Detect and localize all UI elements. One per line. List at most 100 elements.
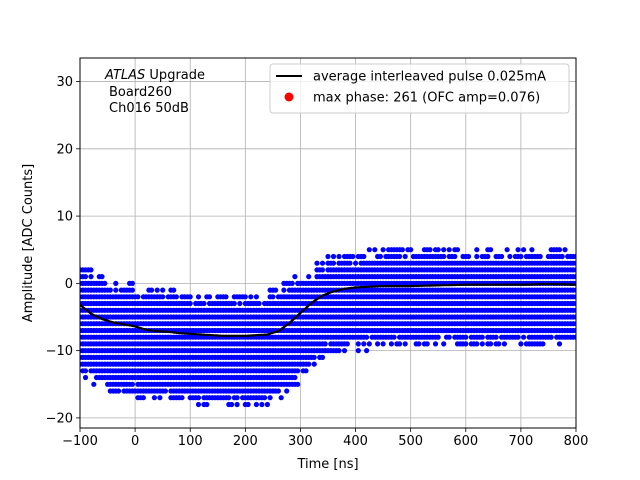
sample-point xyxy=(129,287,135,293)
x-tick-label: 100 xyxy=(178,434,203,449)
sample-point xyxy=(347,260,353,266)
sample-point xyxy=(380,247,386,253)
sample-point xyxy=(336,253,342,260)
sample-point xyxy=(226,395,232,401)
x-tick-label: 300 xyxy=(288,434,313,449)
sample-point xyxy=(113,287,119,293)
sample-point xyxy=(135,294,141,300)
sample-point xyxy=(88,274,94,280)
sample-point xyxy=(149,287,155,293)
legend-box xyxy=(269,63,570,114)
sample-point xyxy=(518,253,524,260)
sample-point xyxy=(355,341,361,347)
board-label: Board260 xyxy=(109,85,172,100)
sample-point xyxy=(330,253,337,260)
x-tick-label: −100 xyxy=(62,434,98,449)
sample-point xyxy=(518,341,524,347)
sample-point xyxy=(91,381,97,387)
sample-point xyxy=(548,334,554,340)
sample-point xyxy=(173,294,179,300)
sample-point xyxy=(397,341,403,347)
plot-frame xyxy=(79,57,577,429)
legend-marker-swatch xyxy=(284,92,294,102)
sample-point xyxy=(187,294,193,300)
sample-point xyxy=(245,401,251,408)
sample-point xyxy=(556,247,563,253)
sample-point xyxy=(295,368,301,374)
average-pulse-line xyxy=(80,282,576,337)
sample-point xyxy=(573,274,576,280)
sample-point xyxy=(463,341,469,347)
sample-point xyxy=(319,354,326,360)
sample-point xyxy=(179,395,185,401)
sample-point xyxy=(474,253,480,260)
sample-point xyxy=(573,267,576,273)
sample-point xyxy=(479,341,485,347)
sample-point xyxy=(435,334,441,340)
sample-point xyxy=(515,247,521,253)
sample-points xyxy=(80,247,576,408)
sample-point xyxy=(441,341,447,347)
sample-point xyxy=(380,341,386,347)
sample-point xyxy=(441,253,447,260)
sample-point xyxy=(353,260,359,266)
sample-point xyxy=(187,300,193,307)
sample-point xyxy=(341,348,348,354)
atlas-experiment: ATLAS xyxy=(104,68,145,83)
sample-point xyxy=(116,388,122,394)
sample-point xyxy=(397,253,403,260)
sample-point xyxy=(540,341,546,347)
sample-point xyxy=(465,253,472,260)
sample-point xyxy=(361,253,367,260)
sample-point xyxy=(377,253,383,260)
x-tick-label: 700 xyxy=(508,434,533,449)
sample-point xyxy=(278,395,284,401)
sample-point xyxy=(171,287,177,293)
sample-point xyxy=(391,334,397,340)
sample-point xyxy=(344,341,350,347)
sample-point xyxy=(306,361,312,367)
sample-point xyxy=(427,247,433,253)
sample-point xyxy=(195,395,202,401)
sample-point xyxy=(275,388,281,394)
x-tick-label: 0 xyxy=(131,434,139,449)
sample-point xyxy=(319,260,326,266)
sample-point xyxy=(113,280,119,286)
sample-point xyxy=(485,253,491,260)
y-tick-label: −10 xyxy=(46,344,73,359)
sample-point xyxy=(493,334,499,340)
sample-point xyxy=(129,381,135,387)
sample-point xyxy=(562,247,568,253)
atlas-suffix: Upgrade xyxy=(149,68,205,83)
sample-point xyxy=(140,395,146,401)
sample-point xyxy=(281,287,287,293)
y-tick-label: 30 xyxy=(56,75,73,90)
sample-point xyxy=(573,321,576,327)
sample-point xyxy=(361,341,367,347)
sample-point xyxy=(559,253,565,260)
sample-point xyxy=(366,341,372,347)
legend: average interleaved pulse 0.025mA max ph… xyxy=(269,63,570,114)
sample-point xyxy=(573,307,576,313)
sample-point xyxy=(157,395,163,401)
sample-point xyxy=(223,294,229,300)
sample-point xyxy=(234,401,240,408)
sample-point xyxy=(160,287,166,293)
sample-point xyxy=(474,247,480,253)
sample-point xyxy=(259,401,265,408)
sample-point xyxy=(248,294,254,300)
legend-entry-max-phase: max phase: 261 (OFC amp=0.076) xyxy=(313,91,540,106)
x-tick-label: 800 xyxy=(564,434,589,449)
x-axis-label: Time [ns] xyxy=(296,457,358,472)
sample-point xyxy=(306,274,312,280)
sample-point xyxy=(129,280,135,286)
sample-point xyxy=(366,247,372,253)
sample-point xyxy=(303,368,309,374)
sample-point xyxy=(162,388,168,394)
y-tick-label: 0 xyxy=(65,277,73,292)
sample-point xyxy=(350,253,356,260)
sample-point xyxy=(82,374,89,381)
sample-point xyxy=(311,361,317,367)
sample-point xyxy=(556,341,563,347)
